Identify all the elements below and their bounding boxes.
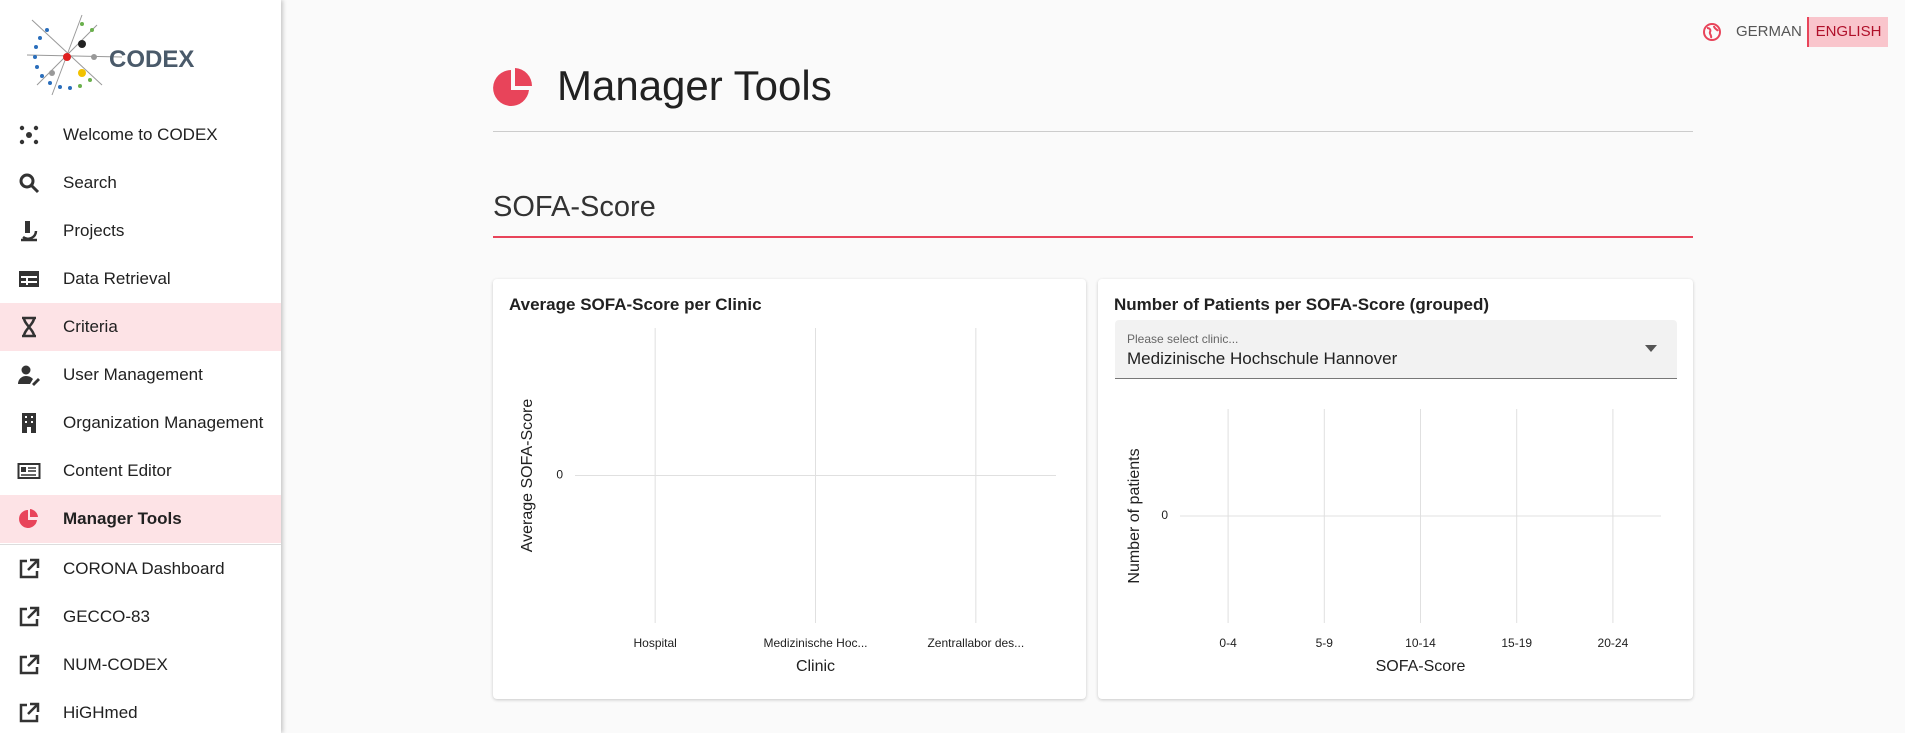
- nav-label: HiGHmed: [63, 703, 138, 722]
- title-divider: [493, 131, 1693, 132]
- nav-link[interactable]: NUM-CODEX: [0, 641, 281, 689]
- nav-label: Criteria: [63, 317, 118, 336]
- page-title: Manager Tools: [557, 62, 832, 109]
- icon: [19, 125, 39, 145]
- chart-title: Number of Patients per SOFA-Score (group…: [1114, 295, 1489, 314]
- nav-label: Projects: [63, 221, 125, 240]
- language-button-active[interactable]: ENGLISH: [1807, 17, 1888, 47]
- nav-item[interactable]: User Management: [0, 351, 281, 399]
- icon: [22, 413, 36, 433]
- nav-item[interactable]: Criteria: [0, 303, 281, 351]
- x-axis-title: Clinic: [796, 658, 835, 675]
- nav-item[interactable]: Manager Tools: [0, 495, 281, 543]
- chart-title: Average SOFA-Score per Clinic: [509, 295, 762, 314]
- nav-item[interactable]: Projects: [0, 207, 281, 255]
- nav-label: CORONA Dashboard: [63, 559, 225, 578]
- nav-link[interactable]: GECCO-83: [0, 593, 281, 641]
- nav-label: Welcome to CODEX: [63, 125, 218, 144]
- y-tick-label: 0: [556, 468, 563, 482]
- language-icon: [1703, 23, 1721, 41]
- nav-label: Data Retrieval: [63, 269, 171, 288]
- nav-label: Search: [63, 173, 117, 192]
- nav-label: Content Editor: [63, 461, 172, 480]
- icon: [18, 365, 40, 386]
- section-underline: [493, 236, 1693, 238]
- x-tick-label: 5-9: [1316, 636, 1334, 650]
- nav-item[interactable]: Data Retrieval: [0, 255, 281, 303]
- nav-item[interactable]: Search: [0, 159, 281, 207]
- nav-item[interactable]: Content Editor: [0, 447, 281, 495]
- y-tick-label: 0: [1161, 508, 1168, 522]
- nav-label: Manager Tools: [63, 509, 182, 528]
- y-axis-title: Average SOFA-Score: [519, 399, 536, 553]
- icon: [19, 702, 40, 723]
- sidebar: CODEX Welcome to CODEX Search Projects D…: [0, 0, 281, 733]
- nav-label: User Management: [63, 365, 203, 384]
- section-title: SOFA-Score: [493, 191, 656, 223]
- icon: [19, 173, 40, 194]
- icon: [22, 316, 36, 338]
- clinic-select[interactable]: Please select clinic... Medizinische Hoc…: [1115, 320, 1677, 379]
- icon: [19, 558, 40, 579]
- icon: [19, 271, 39, 287]
- nav-link[interactable]: HiGHmed: [0, 689, 281, 733]
- language-button[interactable]: GERMAN: [1736, 23, 1802, 40]
- logo-text: CODEX: [109, 46, 194, 73]
- icon: [17, 463, 41, 479]
- divider: [0, 544, 281, 545]
- x-tick-label: Medizinische Hoc...: [763, 636, 867, 650]
- icon: [21, 221, 38, 242]
- x-tick-label: Hospital: [633, 636, 676, 650]
- nav-link[interactable]: CORONA Dashboard: [0, 545, 281, 593]
- select-value: Medizinische Hochschule Hannover: [1127, 349, 1398, 368]
- select-label: Please select clinic...: [1127, 332, 1239, 346]
- logo: CODEX: [26, 14, 194, 96]
- icon: [19, 606, 40, 627]
- x-tick-label: Zentrallabor des...: [927, 636, 1024, 650]
- nav-item[interactable]: Welcome to CODEX: [0, 111, 281, 159]
- y-axis-title: Number of patients: [1126, 448, 1143, 583]
- nav-item[interactable]: Organization Management: [0, 399, 281, 447]
- chart-card: Average SOFA-Score per Clinic: [493, 279, 1086, 699]
- x-axis-title: SOFA-Score: [1376, 658, 1466, 675]
- x-tick-label: 15-19: [1501, 636, 1532, 650]
- nav-label: NUM-CODEX: [63, 655, 168, 674]
- nav-label: Organization Management: [63, 413, 264, 432]
- icon: [19, 654, 40, 675]
- icon: [19, 509, 38, 528]
- nav-label: GECCO-83: [63, 607, 150, 626]
- x-tick-label: 10-14: [1405, 636, 1436, 650]
- x-tick-label: 0-4: [1219, 636, 1237, 650]
- x-tick-label: 20-24: [1598, 636, 1629, 650]
- page-icon: [493, 68, 532, 106]
- dropdown-arrow: [1645, 345, 1657, 352]
